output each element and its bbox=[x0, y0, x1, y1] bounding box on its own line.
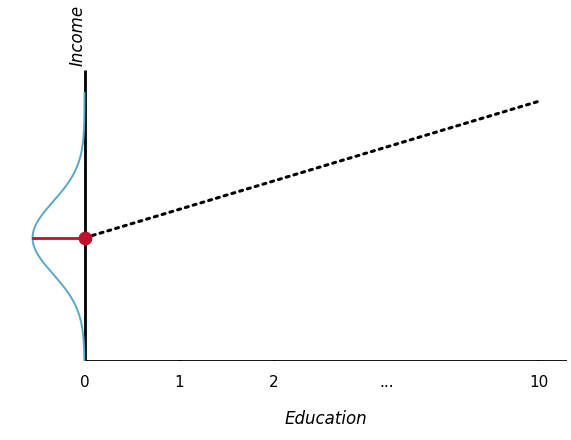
Text: 1: 1 bbox=[174, 375, 184, 390]
Text: ...: ... bbox=[380, 375, 395, 390]
Text: 10: 10 bbox=[529, 375, 548, 390]
Point bbox=[80, 235, 89, 242]
Text: Education: Education bbox=[284, 410, 367, 428]
Text: 0: 0 bbox=[80, 375, 89, 390]
Text: 2: 2 bbox=[269, 375, 279, 390]
Text: Income: Income bbox=[69, 5, 87, 66]
